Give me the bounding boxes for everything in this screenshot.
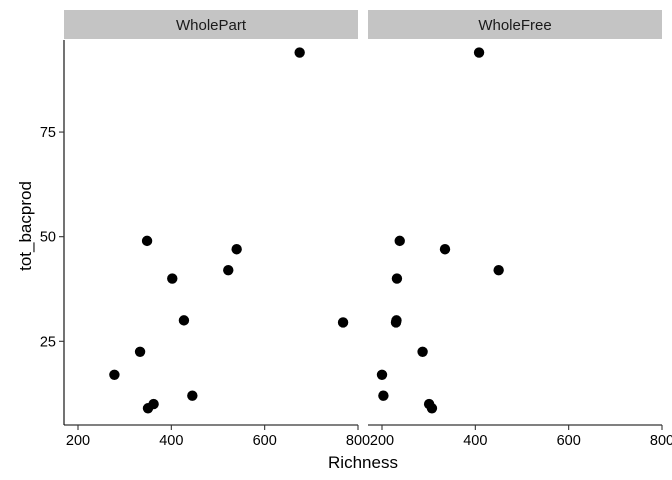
data-point: [231, 244, 242, 255]
panel-wholefree: WholeFree 200 400 600 800: [368, 10, 672, 449]
data-point: [390, 317, 402, 328]
x-tick-label: 200: [66, 433, 90, 449]
data-point: [439, 244, 451, 255]
facet-strip-label: WholeFree: [478, 17, 551, 34]
data-point: [376, 369, 388, 380]
data-point: [167, 273, 178, 284]
data-point: [109, 369, 120, 380]
data-point: [187, 390, 198, 401]
y-axis: 25 50 75: [40, 40, 65, 425]
x-tick-label: 400: [159, 433, 183, 449]
data-point: [394, 235, 405, 247]
x-tick-label: 200: [370, 433, 394, 449]
data-point: [141, 235, 153, 247]
data-point: [337, 317, 349, 328]
facet-strip-label: WholePart: [176, 17, 247, 34]
data-point: [134, 346, 146, 357]
x-tick-label: 800: [346, 433, 370, 449]
data-point: [142, 403, 154, 414]
data-point: [378, 390, 389, 401]
data-point: [391, 273, 403, 284]
data-point: [493, 264, 504, 276]
x-axis-title: Richness: [328, 453, 398, 472]
facet-strip: [64, 10, 358, 39]
x-tick-label: 400: [463, 433, 487, 449]
data-point: [473, 47, 485, 58]
facet-strip: [368, 10, 662, 39]
data-point: [223, 264, 234, 276]
y-axis-title: tot_bacprod: [16, 181, 35, 271]
y-tick-label: 25: [40, 334, 56, 350]
panel-wholepart: WholePart 200 400 600 800: [64, 10, 370, 449]
x-tick-label: 800: [650, 433, 672, 449]
x-tick-label: 600: [253, 433, 277, 449]
data-point: [417, 346, 428, 357]
y-tick-label: 50: [40, 230, 56, 246]
x-tick-label: 600: [557, 433, 581, 449]
panels: WholePart 200 400 600 800 WholeFree 200 400 600 8…: [64, 10, 672, 449]
data-point: [426, 403, 438, 414]
y-tick-label: 75: [40, 125, 56, 141]
data-point: [178, 315, 190, 326]
data-point: [294, 47, 305, 58]
